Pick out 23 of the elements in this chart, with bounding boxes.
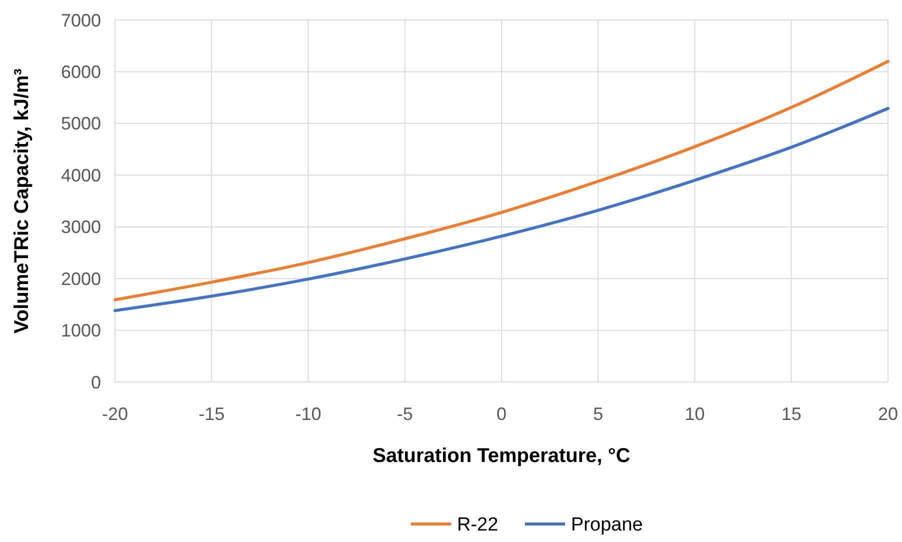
x-tick-label: -15 xyxy=(198,404,225,424)
x-tick-label: -10 xyxy=(295,404,322,424)
line-series xyxy=(114,60,890,302)
y-tick-label: 4000 xyxy=(60,165,101,186)
x-tick-label: 5 xyxy=(593,404,604,424)
y-tick-label: 5000 xyxy=(60,114,101,134)
legend-label: R-22 xyxy=(457,514,498,536)
x-tick-label: -5 xyxy=(396,404,413,424)
y-tick-label: 7000 xyxy=(60,10,101,30)
y-tick-label: 0 xyxy=(90,372,101,392)
y-axis-title: VolumeTRic Capacity, kJ/m³ xyxy=(11,68,33,334)
line-series xyxy=(114,106,890,312)
x-tick-label: 15 xyxy=(781,404,802,424)
y-tick-label: 1000 xyxy=(60,320,101,341)
x-tick-label: -20 xyxy=(102,404,128,424)
x-tick-label: 10 xyxy=(684,404,705,424)
x-axis-title: Saturation Temperature, °C xyxy=(372,445,630,467)
x-tick-label: 20 xyxy=(878,404,898,424)
legend-label: Propane xyxy=(571,514,643,536)
y-tick-label: 6000 xyxy=(60,62,101,82)
y-tick-label: 2000 xyxy=(60,268,101,289)
x-tick-label: 0 xyxy=(496,404,507,424)
y-tick-label: 3000 xyxy=(60,217,101,238)
